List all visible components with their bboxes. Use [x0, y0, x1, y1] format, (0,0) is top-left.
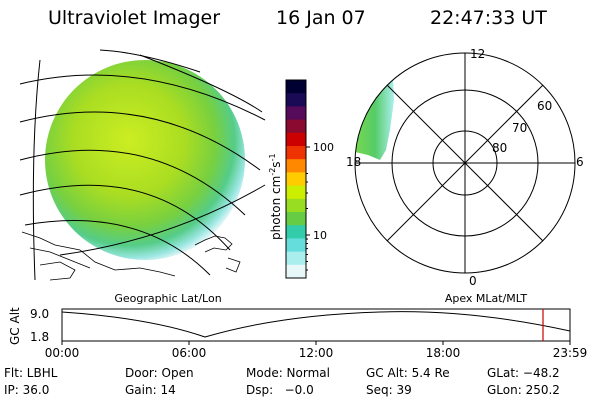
lat-label-80: 80	[492, 141, 507, 155]
colorbar-frame	[285, 79, 307, 279]
globe-image	[19, 49, 266, 281]
status-gain: Gain: 14	[125, 383, 176, 397]
status-seq: Seq: 39	[366, 383, 412, 397]
colorbar-segment	[286, 106, 306, 121]
mlt-label-6: 6	[576, 155, 584, 169]
auroral-disk	[45, 60, 245, 260]
status-glon: GLon: 250.2	[487, 383, 560, 397]
colorbar-segment	[286, 225, 306, 239]
time-label: 22:47:33 UT	[430, 7, 547, 29]
mlt-label-18: 18	[346, 155, 361, 169]
lat-label-70: 70	[512, 121, 527, 135]
polar-plot: 12 18 6 0 60 70 80 Apex MLat/MLT	[346, 47, 584, 305]
colorbar-segment	[286, 146, 306, 160]
mlt-label-0: 0	[469, 274, 477, 288]
status-filter: Flt: LBHL	[4, 366, 58, 380]
mlt-label-12: 12	[470, 47, 485, 61]
coastlines	[21, 231, 241, 281]
timeline-xtick: 00:00	[45, 346, 80, 360]
colorbar-segment	[286, 212, 306, 226]
status-ip: IP: 36.0	[4, 383, 50, 397]
colorbar-segment	[286, 238, 306, 253]
colorbar-tick-label: 10	[313, 229, 327, 242]
colorbar-ticks: 100 10	[306, 141, 334, 271]
lat-label-60: 60	[537, 99, 552, 113]
status-glat: GLat: −48.2	[487, 366, 560, 380]
colorbar-tick-label: 100	[313, 141, 334, 154]
globe-caption: Geographic Lat/Lon	[114, 292, 221, 305]
timeline-ytick-max: 9.0	[30, 307, 49, 321]
timeline-ytick-min: 1.8	[30, 330, 49, 344]
colorbar-segment	[286, 198, 306, 213]
colorbar-segment	[286, 132, 306, 147]
date-label: 16 Jan 07	[276, 7, 366, 29]
colorbar-segment	[286, 93, 306, 107]
timeline-xtick: 23:59	[553, 346, 588, 360]
polar-caption: Apex MLat/MLT	[445, 292, 528, 305]
colorbar-segment	[286, 159, 306, 173]
colorbar-segment	[286, 80, 306, 94]
instrument-title: Ultraviolet Imager	[48, 7, 221, 29]
timeline-ylabel: GC Alt	[8, 307, 22, 345]
polar-aurora	[355, 78, 394, 160]
status-dsp: Dsp: −0.0	[246, 383, 314, 397]
colorbar-unit-label: photon cm-2s-1	[268, 153, 283, 240]
colorbar-segment	[286, 119, 306, 134]
orbit-timeline: GC Alt 9.0 1.8 00:00 06:00 12:00 18:00 2…	[8, 307, 587, 360]
lat-lon-grid	[19, 49, 266, 281]
colorbar	[285, 79, 307, 279]
status-mode: Mode: Normal	[246, 366, 330, 380]
colorbar-segment	[286, 251, 306, 266]
colorbar-segment	[286, 185, 306, 200]
status-gc-alt: GC Alt: 5.4 Re	[366, 366, 450, 380]
timeline-xtick: 12:00	[299, 346, 334, 360]
status-door: Door: Open	[125, 366, 194, 380]
altitude-curve	[61, 311, 571, 338]
timeline-xtick: 06:00	[172, 346, 207, 360]
colorbar-segment	[286, 172, 306, 187]
timeline-xtick: 18:00	[426, 346, 461, 360]
colorbar-segment	[286, 264, 306, 279]
